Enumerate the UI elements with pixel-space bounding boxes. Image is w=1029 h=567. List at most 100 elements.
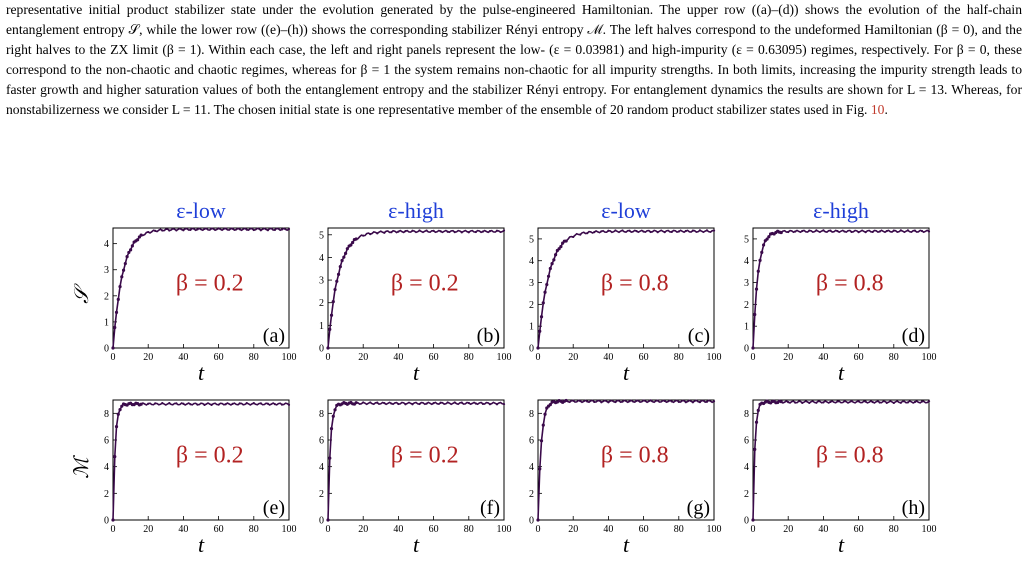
data-point-d xyxy=(761,243,766,247)
x-tick-label-a: 0 xyxy=(111,352,116,363)
data-point-g xyxy=(543,412,547,416)
data-point-a xyxy=(175,229,178,232)
y-tick-label-c: 3 xyxy=(529,278,534,289)
data-point-h xyxy=(899,401,902,404)
y-tick-label-e: 0 xyxy=(104,516,109,527)
x-axis-label-h: t xyxy=(838,532,845,557)
data-point-c xyxy=(554,253,558,257)
data-point-c xyxy=(663,231,666,234)
y-tick-label-f: 4 xyxy=(319,462,324,473)
data-point-g xyxy=(698,401,702,404)
data-point-h xyxy=(913,400,917,404)
data-point-c xyxy=(649,230,652,234)
data-point-c xyxy=(614,229,617,232)
y-tick-label-c: 1 xyxy=(529,322,534,333)
x-tick-label-a: 60 xyxy=(214,352,224,363)
data-point-c xyxy=(705,229,709,232)
column-header-4: ε-high xyxy=(813,198,869,223)
data-point-h xyxy=(779,400,783,404)
data-point-b xyxy=(460,231,463,234)
data-point-b xyxy=(340,258,344,263)
data-point-f xyxy=(333,408,337,412)
figure-reference-link[interactable]: 10 xyxy=(870,102,885,117)
x-tick-label-f: 0 xyxy=(326,524,331,535)
data-point-c xyxy=(670,230,673,234)
data-point-e xyxy=(175,402,178,405)
data-point-h xyxy=(885,401,888,404)
data-point-d xyxy=(899,229,902,232)
y-tick-label-c: 2 xyxy=(529,300,534,311)
panel-frame-b xyxy=(327,227,505,349)
data-point-e xyxy=(120,404,124,408)
data-point-b xyxy=(481,230,484,233)
data-point-d xyxy=(864,231,867,234)
column-header-2: ε-high xyxy=(388,198,444,223)
data-point-g xyxy=(607,401,610,404)
data-point-g xyxy=(656,399,659,402)
y-tick-label-d: 4 xyxy=(744,256,749,267)
y-tick-label-h: 0 xyxy=(744,516,749,527)
data-point-d xyxy=(756,269,760,273)
data-point-h xyxy=(864,400,867,403)
data-point-a xyxy=(147,230,150,234)
data-point-b xyxy=(439,230,442,233)
x-tick-label-e: 40 xyxy=(178,524,188,535)
data-point-c xyxy=(656,231,659,234)
data-point-h xyxy=(822,401,825,404)
data-point-f xyxy=(383,401,386,405)
data-point-e xyxy=(217,403,220,406)
data-point-g xyxy=(600,401,603,404)
data-point-h xyxy=(794,401,797,404)
data-point-b xyxy=(349,243,353,247)
data-point-d xyxy=(751,346,755,350)
data-point-f xyxy=(439,401,442,404)
data-point-c xyxy=(712,229,716,232)
data-point-g xyxy=(579,399,582,403)
data-point-e xyxy=(168,402,171,405)
data-point-g xyxy=(539,439,544,443)
data-point-c xyxy=(621,229,624,232)
data-point-b xyxy=(425,229,428,232)
data-point-h xyxy=(850,399,853,403)
data-point-f xyxy=(446,401,449,404)
data-point-b xyxy=(328,327,332,331)
data-point-a xyxy=(111,346,115,350)
data-point-d xyxy=(767,235,771,239)
x-tick-label-c: 60 xyxy=(639,352,649,363)
data-point-h xyxy=(843,400,846,403)
data-point-e xyxy=(182,402,185,405)
x-axis-label-b: t xyxy=(413,360,420,385)
data-point-d xyxy=(779,230,783,235)
data-point-a xyxy=(114,310,119,314)
data-point-g xyxy=(628,400,631,403)
data-point-c xyxy=(593,231,596,234)
y-tick-label-b: 4 xyxy=(319,253,324,264)
data-point-a xyxy=(113,325,117,330)
data-point-f xyxy=(328,456,332,460)
data-point-e xyxy=(245,402,248,405)
x-tick-label-f: 60 xyxy=(429,524,439,535)
data-point-c xyxy=(545,282,549,287)
y-tick-label-g: 6 xyxy=(529,436,534,447)
data-point-g xyxy=(538,467,542,471)
x-tick-label-d: 100 xyxy=(922,352,937,363)
data-point-f xyxy=(418,402,421,406)
data-point-g xyxy=(705,400,709,403)
data-point-b xyxy=(351,240,355,245)
x-tick-label-g: 20 xyxy=(568,524,578,535)
data-point-c xyxy=(586,232,589,235)
x-tick-label-b: 60 xyxy=(429,352,439,363)
data-point-b xyxy=(432,229,435,232)
panel-label-e: (e) xyxy=(263,497,285,519)
data-point-c xyxy=(579,233,582,236)
data-point-g xyxy=(541,423,545,427)
caption-text: representative initial product stabilize… xyxy=(6,2,1022,117)
data-point-f xyxy=(369,401,372,404)
y-tick-label-b: 1 xyxy=(319,321,324,332)
data-point-b xyxy=(362,234,365,237)
data-point-g xyxy=(684,401,687,404)
data-point-b xyxy=(338,264,342,269)
data-point-g xyxy=(572,399,575,402)
data-point-a xyxy=(273,228,277,232)
data-point-b xyxy=(453,231,456,234)
